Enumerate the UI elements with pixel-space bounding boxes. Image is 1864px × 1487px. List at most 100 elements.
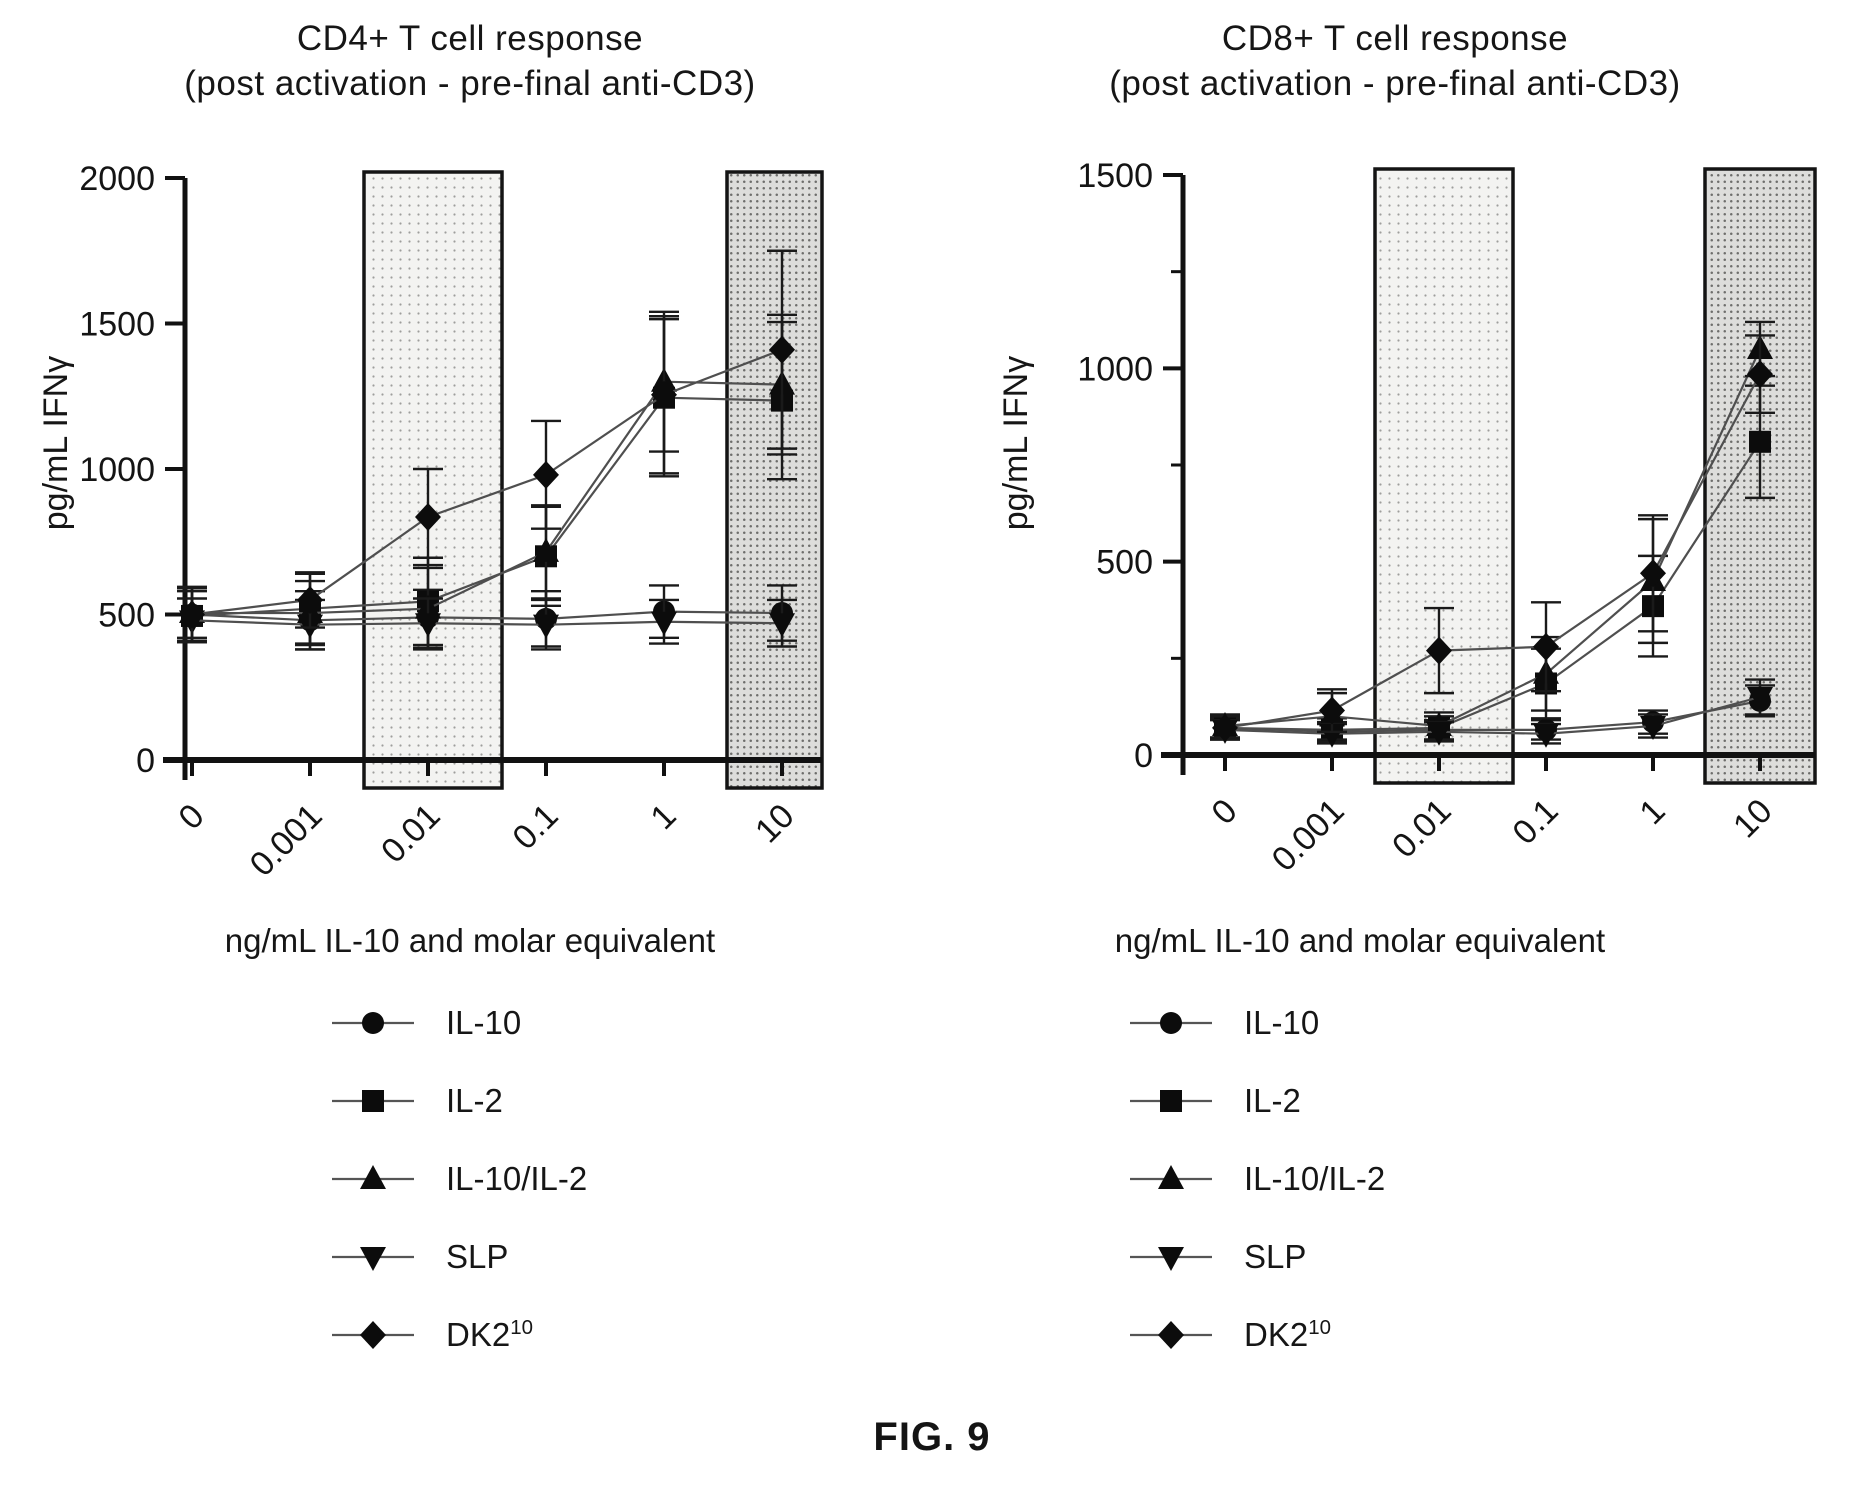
x-tick-label: 1 — [1632, 792, 1672, 832]
cd8-chart-title-line2: (post activation - pre-final anti-CD3) — [1109, 64, 1681, 103]
circle-marker-icon — [332, 1012, 414, 1034]
triangle-down-marker — [1158, 1247, 1184, 1271]
legend-item-dk2: DK210 — [330, 1312, 587, 1358]
y-tick-label: 500 — [1096, 544, 1153, 582]
cd8-chart-title: CD8+ T cell response (post activation - … — [950, 16, 1840, 106]
square-marker — [362, 1090, 384, 1112]
cd4-x-axis-label: ng/mL IL-10 and molar equivalent — [224, 922, 716, 959]
square-marker-icon — [1130, 1090, 1212, 1112]
legend-item-il-10-il-2: IL-10/IL-2 — [1128, 1156, 1385, 1202]
x-tick-label: 0.001 — [1265, 792, 1352, 879]
legend-item-il-10-il-2: IL-10/IL-2 — [330, 1156, 587, 1202]
legend-item-il-2: IL-2 — [1128, 1078, 1385, 1124]
circle-marker-icon — [1130, 1012, 1212, 1034]
series-dk2 — [1210, 334, 1775, 742]
cd4-chart-legend: IL-10 IL-2 IL-10/IL-2 SLP DK210 — [330, 1000, 587, 1390]
diamond-marker — [533, 460, 559, 489]
legend-label: DK210 — [446, 1316, 533, 1353]
x-tick-label: 10 — [748, 797, 802, 851]
legend-label: DK210 — [1244, 1316, 1331, 1353]
y-tick-label: 1000 — [79, 451, 155, 489]
cd4-chart-title: CD4+ T cell response (post activation - … — [40, 16, 900, 106]
y-tick-label: 0 — [1134, 737, 1153, 775]
diamond-marker — [360, 1321, 386, 1349]
highlight-band-0-01 — [362, 170, 504, 790]
cd8-chart-legend: IL-10 IL-2 IL-10/IL-2 SLP DK210 — [1128, 1000, 1385, 1390]
y-tick-label: 1500 — [79, 306, 155, 344]
x-tick-label: 1 — [643, 797, 683, 837]
diamond-marker-icon — [332, 1321, 414, 1349]
legend-item-il-10: IL-10 — [330, 1000, 587, 1046]
series-dk2 — [177, 249, 797, 644]
triangle-down-marker — [651, 611, 677, 636]
legend-label: IL-10/IL-2 — [446, 1160, 588, 1197]
y-tick-label: 1000 — [1077, 350, 1153, 388]
cd8-chart-plot: 0 500 1000 1500 0 0.001 0.01 0.1 1 10 — [1077, 157, 1817, 879]
cd8-chart-title-line1: CD8+ T cell response — [1221, 19, 1569, 58]
x-tick-label: 0.1 — [1505, 792, 1565, 852]
legend-item-dk2: DK210 — [1128, 1312, 1385, 1358]
circle-marker — [1160, 1012, 1182, 1034]
legend-item-slp: SLP — [1128, 1234, 1385, 1280]
series-slp — [1210, 678, 1775, 748]
x-tick-label: 0 — [1204, 792, 1244, 832]
cd8-x-axis-label: ng/mL IL-10 and molar equivalent — [1114, 922, 1606, 959]
triangle-down-marker — [360, 1247, 386, 1271]
triangle-up-marker — [1158, 1165, 1184, 1189]
triangle-down-marker — [769, 613, 795, 638]
x-tick-label: 0.01 — [374, 797, 448, 871]
triangle-up-marker — [360, 1165, 386, 1189]
legend-label: IL-10 — [446, 1004, 522, 1041]
diamond-marker-icon — [1130, 1321, 1212, 1349]
cd4-chart-plot: 0 500 1000 1500 2000 0 0.001 0.01 0.1 1 10 — [79, 160, 824, 884]
diamond-marker — [1533, 632, 1559, 661]
triangle-down-marker — [1640, 716, 1666, 740]
triangle-up-marker — [533, 537, 559, 562]
x-tick-label: 0 — [171, 797, 211, 837]
legend-label: IL-10/IL-2 — [1244, 1160, 1386, 1197]
diamond-marker — [415, 503, 441, 532]
triangle-down-marker-icon — [332, 1247, 414, 1271]
x-tick-label: 10 — [1726, 792, 1780, 846]
diamond-marker — [651, 380, 677, 409]
diamond-marker — [769, 335, 795, 364]
diamond-marker — [1426, 636, 1452, 665]
triangle-down-marker-icon — [1130, 1247, 1212, 1271]
x-tick-label: 0.1 — [505, 797, 565, 857]
legend-item-slp: SLP — [330, 1234, 587, 1280]
legend-label: SLP — [1244, 1238, 1307, 1275]
legend-label: IL-2 — [1244, 1082, 1301, 1119]
legend-label: SLP — [446, 1238, 509, 1275]
triangle-down-marker — [533, 614, 559, 639]
y-tick-label: 1500 — [1077, 157, 1153, 195]
y-tick-label: 2000 — [79, 160, 155, 198]
square-marker — [1749, 430, 1771, 453]
legend-label: IL-10 — [1244, 1004, 1320, 1041]
square-marker — [1160, 1090, 1182, 1112]
diamond-marker — [1319, 696, 1345, 725]
cd4-chart-title-line1: CD4+ T cell response — [296, 19, 644, 58]
diamond-marker — [1212, 713, 1238, 742]
legend-item-il-2: IL-2 — [330, 1078, 587, 1124]
x-tick-label: 0.001 — [243, 797, 330, 884]
triangle-up-marker-icon — [1130, 1165, 1212, 1189]
triangle-down-marker — [1533, 723, 1559, 748]
figure-caption: FIG. 9 — [873, 1415, 991, 1459]
triangle-down-marker — [415, 613, 441, 638]
y-tick-label: 500 — [98, 597, 155, 635]
diamond-marker — [179, 600, 205, 629]
y-tick-label: 0 — [136, 742, 155, 780]
x-tick-label: 0.01 — [1385, 792, 1459, 866]
diamond-marker — [297, 585, 323, 614]
legend-label: IL-2 — [446, 1082, 503, 1119]
legend-item-il-10: IL-10 — [1128, 1000, 1385, 1046]
triangle-down-marker — [1319, 723, 1345, 748]
triangle-down-marker — [1426, 721, 1452, 746]
diamond-marker — [1747, 360, 1773, 389]
cd4-chart-title-line2: (post activation - pre-final anti-CD3) — [184, 64, 756, 103]
triangle-down-marker — [1747, 687, 1773, 711]
highlight-band-0-01 — [1373, 167, 1515, 785]
triangle-up-marker-icon — [332, 1165, 414, 1189]
axes — [163, 176, 822, 780]
